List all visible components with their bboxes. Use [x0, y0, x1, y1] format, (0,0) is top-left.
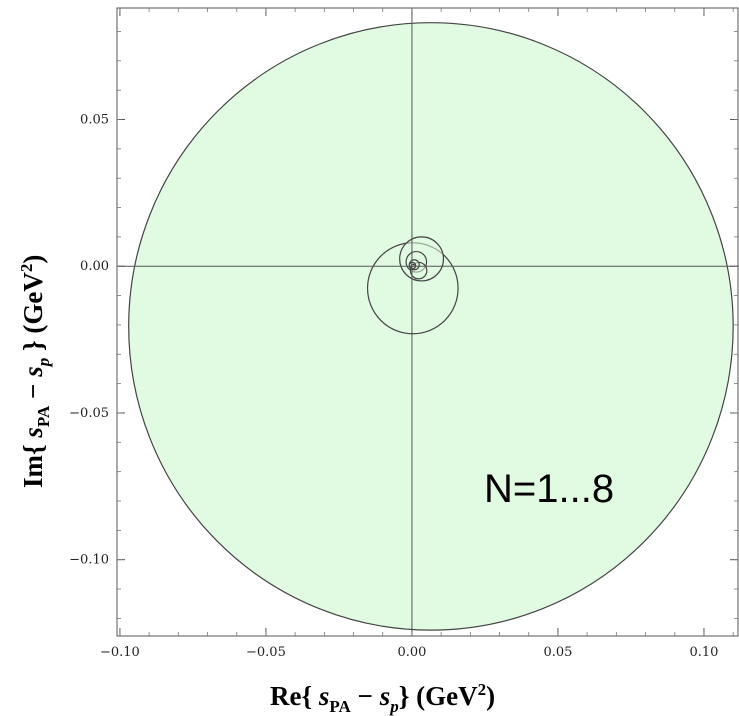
x-tick-label: 0.10 [689, 645, 718, 660]
x-tick-label: −0.05 [246, 645, 286, 660]
ticks-layer: −0.10 −0.05 0.00 0.05 0.10 0.05 0.00 −0.05 −0.10 [69, 8, 738, 660]
y-tick-label: 0.00 [80, 259, 109, 274]
zero-lines [117, 8, 739, 636]
x-tick-label: −0.10 [100, 645, 140, 660]
x-tick-label: 0.00 [397, 645, 426, 660]
x-axis-title: Re{ sPA − sp} (GeV2) [270, 680, 495, 716]
x-tick-label: 0.05 [543, 645, 572, 660]
y-tick-label: −0.10 [69, 553, 109, 568]
y-axis-title: Im{ sPA − sp } (GeV2) [17, 255, 53, 488]
plot-frame [116, 7, 739, 637]
y-tick-label: 0.05 [80, 113, 109, 128]
circles-layer [128, 22, 734, 631]
annotation-label: N=1...8 [484, 467, 614, 511]
y-tick-label: −0.05 [69, 406, 109, 421]
